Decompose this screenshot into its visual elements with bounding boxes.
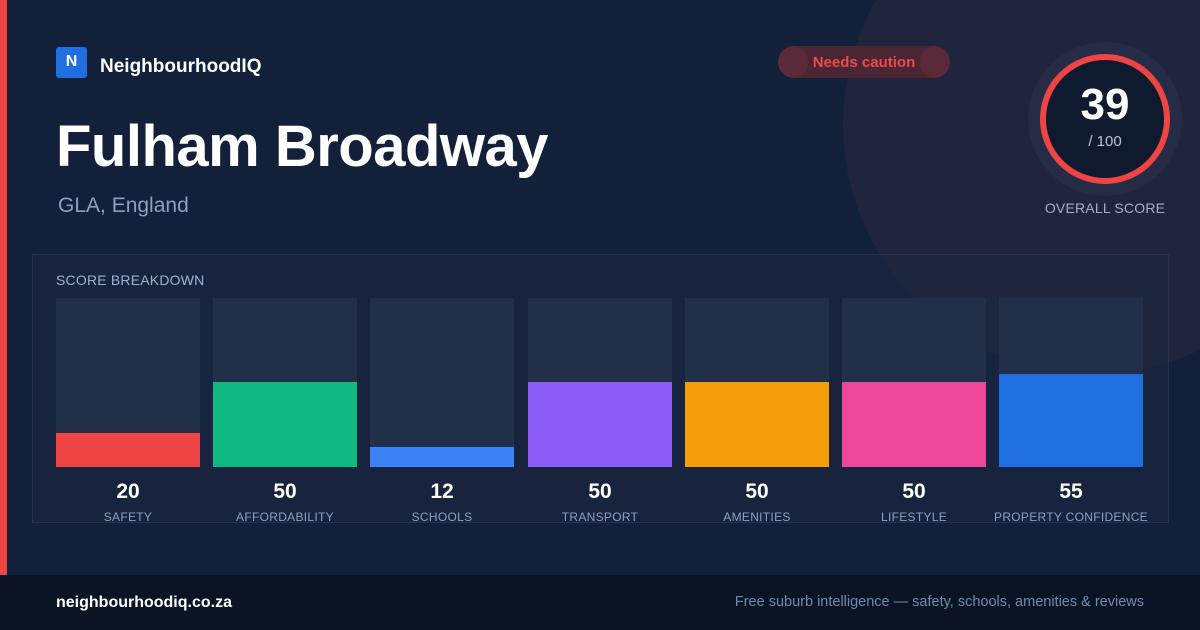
bar-value: 50 xyxy=(902,480,926,503)
footer-domain-link[interactable]: neighbourhoodiq.co.za xyxy=(56,594,232,611)
bar-label: SCHOOLS xyxy=(411,510,473,524)
bar-fill xyxy=(56,433,200,467)
bar-label: AFFORDABILITY xyxy=(236,510,334,524)
brand[interactable]: N NeighbourhoodIQ xyxy=(56,46,261,78)
bar-fill xyxy=(370,447,514,467)
bar-value: 50 xyxy=(273,480,297,503)
overall-score-caption: OVERALL SCORE xyxy=(1044,200,1166,216)
bar-value: 12 xyxy=(430,480,454,503)
suburb-title: Fulham Broadway xyxy=(56,114,549,179)
score-bar-schools: 12 SCHOOLS xyxy=(370,298,514,524)
bar-track xyxy=(56,298,200,467)
bar-label: TRANSPORT xyxy=(561,510,639,524)
score-bar-transport: 50 TRANSPORT xyxy=(528,298,672,524)
bar-track xyxy=(842,298,986,467)
bar-fill xyxy=(528,382,672,467)
status-badge: Needs caution xyxy=(778,46,950,78)
score-breakdown-title: SCORE BREAKDOWN xyxy=(56,272,205,288)
score-ring-arc xyxy=(1040,54,1170,184)
overall-score-value: 39 xyxy=(1080,80,1130,129)
badge-edge xyxy=(778,46,808,78)
badge-edge xyxy=(920,46,950,78)
score-ring-graphic xyxy=(1040,54,1170,184)
bar-track xyxy=(370,298,514,467)
footer-tagline: Free suburb intelligence — safety, schoo… xyxy=(734,594,1144,610)
footer: neighbourhoodiq.co.za Free suburb intell… xyxy=(0,575,1200,630)
bar-fill xyxy=(999,374,1143,467)
brand-logo-icon: N xyxy=(56,46,87,78)
bar-value: 50 xyxy=(588,480,612,503)
bar-label: SAFETY xyxy=(103,510,153,524)
score-bar-lifestyle: 50 LIFESTYLE xyxy=(842,298,986,524)
bar-value: 50 xyxy=(745,480,769,503)
bar-fill xyxy=(842,382,986,467)
brand-name: NeighbourhoodIQ xyxy=(100,56,262,77)
overall-score-ring: 39 / 100 xyxy=(1028,42,1182,196)
bar-label: AMENITIES xyxy=(723,510,791,524)
bar-track xyxy=(685,298,829,467)
score-bar-safety: 20 SAFETY xyxy=(56,298,200,524)
score-bar-amenities: 50 AMENITIES xyxy=(685,298,829,524)
bar-fill xyxy=(685,382,829,467)
bar-label: PROPERTY CONFIDENCE xyxy=(994,510,1148,524)
bar-track xyxy=(999,298,1143,467)
score-bar-property-confidence: 55 PROPERTY CONFIDENCE xyxy=(994,298,1148,524)
bar-fill xyxy=(213,382,357,467)
score-bar-affordability: 50 AFFORDABILITY xyxy=(213,298,357,524)
accent-bar xyxy=(0,0,7,575)
overall-score-max: / 100 xyxy=(1088,133,1122,150)
score-breakdown-panel: SCORE BREAKDOWN 20 SAFETY 50 AFFORDABILITY 1… xyxy=(32,254,1169,524)
bar-track xyxy=(213,298,357,467)
suburb-region: GLA, England xyxy=(58,194,189,217)
bar-label: LIFESTYLE xyxy=(880,510,948,524)
status-badge-label: Needs caution xyxy=(812,53,916,71)
bar-value: 55 xyxy=(1059,480,1083,503)
bar-track xyxy=(528,298,672,467)
bar-value: 20 xyxy=(116,480,140,503)
